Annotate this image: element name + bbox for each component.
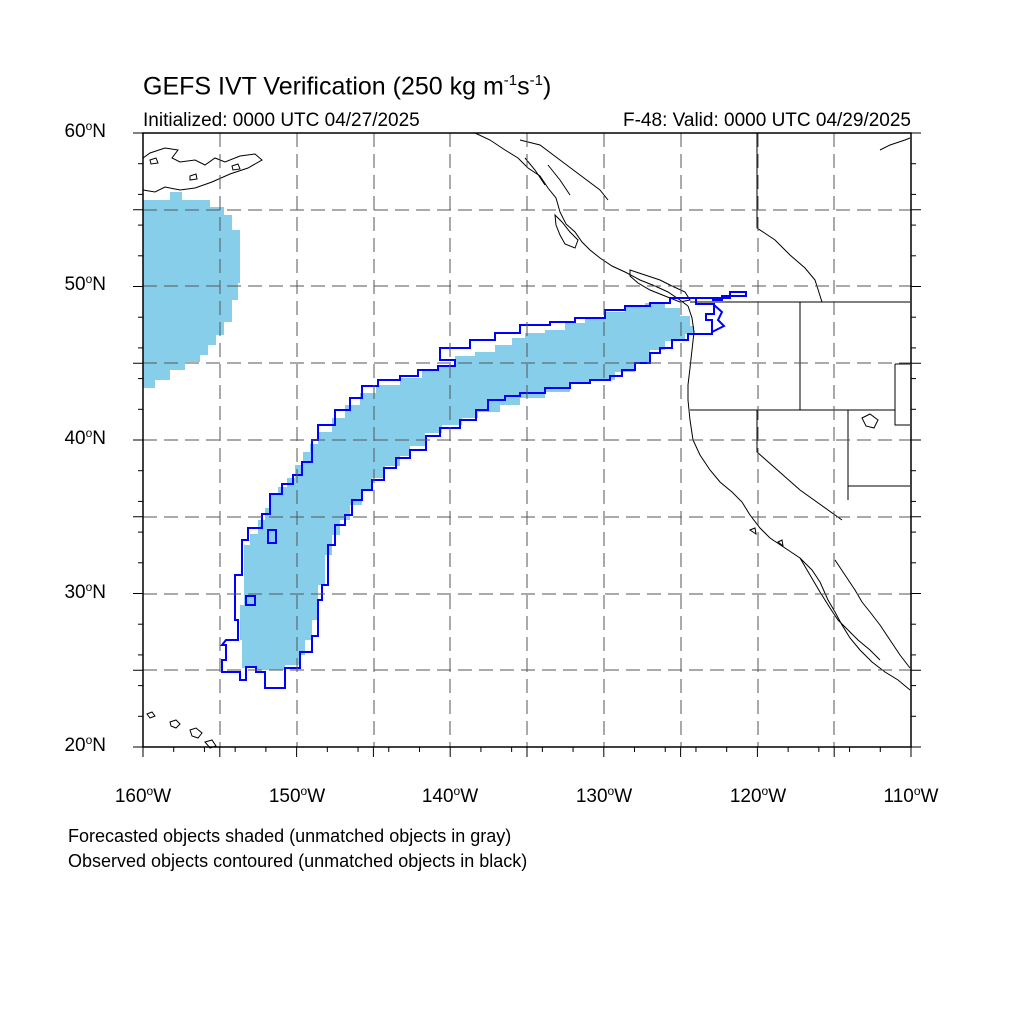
lon-label-150: 150oW	[268, 784, 326, 807]
hawaii-islands	[146, 711, 217, 749]
observed-objects	[219, 291, 747, 689]
observed-object-hole-1	[267, 529, 277, 544]
alaska-panhandle	[519, 139, 609, 201]
lon-label-140: 140oW	[421, 784, 479, 807]
observed-object-puget	[696, 291, 747, 333]
us-state-borders	[690, 301, 910, 521]
lon-label-130: 130oW	[575, 784, 633, 807]
lake-shapes	[748, 413, 879, 548]
coastlines	[142, 132, 911, 749]
canada-interior	[756, 133, 911, 303]
title-main: GEFS IVT Verification (250 kg m	[143, 72, 504, 101]
forecast-object-main	[240, 303, 694, 670]
bc-coast	[474, 132, 689, 307]
alaska-islands	[149, 157, 241, 181]
note-forecast: Forecasted objects shaded (unmatched obj…	[68, 826, 512, 846]
title-end: )	[542, 72, 552, 101]
haida-gwaii	[554, 213, 579, 249]
lon-label-160: 160oW	[114, 784, 172, 807]
graticule	[143, 133, 911, 747]
title-exp2: -1	[529, 72, 543, 89]
forecast-objects	[143, 192, 694, 670]
vancouver-island	[629, 269, 691, 303]
valid-time-label: F-48: Valid: 0000 UTC 04/29/2025	[623, 110, 911, 131]
lon-label-120: 120oW	[729, 784, 787, 807]
plot-title: GEFS IVT Verification (250 kg m-1s-1)	[143, 72, 551, 101]
baja-peninsula	[799, 557, 911, 669]
us-west-coast	[687, 305, 911, 691]
alaska-coast	[142, 147, 263, 193]
observed-object-main	[219, 297, 715, 689]
note-observed: Observed objects contoured (unmatched ob…	[68, 851, 528, 871]
init-time-label: Initialized: 0000 UTC 04/27/2025	[143, 110, 420, 131]
lon-label-110: 110oW	[883, 784, 939, 807]
axis-ticks	[133, 132, 921, 757]
observed-object-hole-2	[245, 595, 256, 606]
title-mid: s	[517, 72, 530, 101]
lat-label-30: 30oN	[64, 580, 106, 603]
lat-label-50: 50oN	[64, 272, 106, 295]
lat-label-20: 20oN	[64, 733, 106, 756]
title-exp1: -1	[503, 72, 518, 89]
forecast-object-west	[143, 192, 240, 388]
lat-label-60: 60oN	[64, 119, 106, 142]
lat-label-40: 40oN	[64, 426, 106, 449]
